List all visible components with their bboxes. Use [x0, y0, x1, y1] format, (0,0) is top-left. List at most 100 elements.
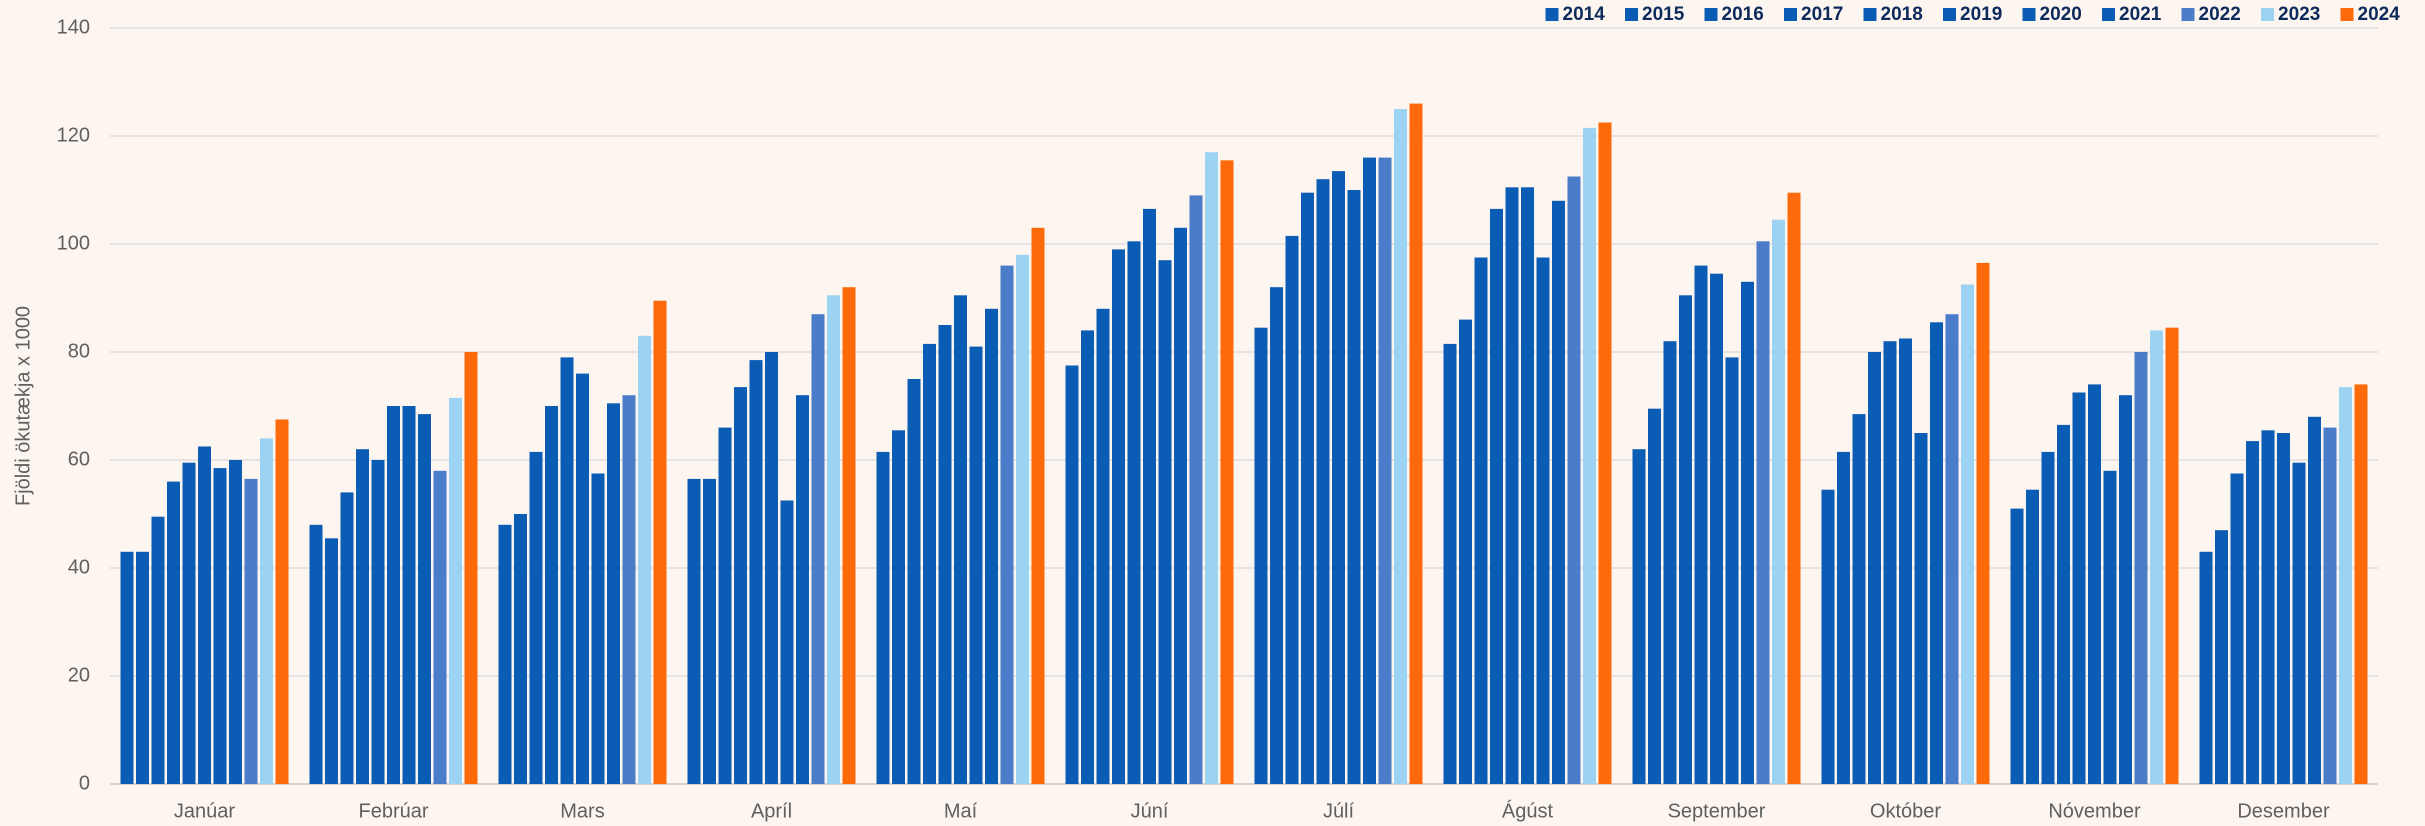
bar: [2277, 433, 2290, 784]
y-tick-label: 60: [68, 448, 90, 470]
bar: [1567, 176, 1581, 784]
bar: [687, 478, 701, 784]
bar: [1409, 103, 1423, 785]
bar: [2119, 395, 2132, 784]
bar: [1536, 257, 1550, 784]
bar: [2057, 424, 2070, 784]
bar: [1787, 192, 1801, 784]
bar: [1648, 408, 1661, 784]
legend-swatch: [2340, 8, 2354, 21]
bar: [907, 379, 921, 784]
bar: [1347, 190, 1361, 784]
bar: [1096, 308, 1110, 784]
bar: [1598, 122, 1612, 784]
bar: [780, 500, 794, 784]
bar: [244, 478, 258, 784]
bar: [576, 373, 589, 784]
bar: [2230, 473, 2244, 784]
legend-swatch: [2022, 8, 2036, 21]
bar: [1725, 357, 1739, 784]
x-tick-label: Febrúar: [358, 800, 428, 822]
bar: [2134, 352, 2148, 784]
bar: [1961, 284, 1974, 784]
bar: [2354, 384, 2368, 784]
legend-swatch: [1545, 8, 1559, 21]
legend-label: 2020: [2040, 4, 2082, 25]
x-tick-label: Maí: [944, 800, 978, 822]
bar: [607, 403, 620, 784]
bar: [464, 352, 478, 784]
legend-label: 2018: [1881, 4, 1923, 25]
bar: [560, 357, 574, 784]
bar: [1914, 433, 1928, 784]
bar: [529, 451, 543, 784]
bar: [1756, 241, 1770, 785]
bar: [876, 451, 890, 784]
bar: [1112, 249, 1125, 784]
y-tick-label: 140: [57, 16, 90, 38]
bar: [827, 295, 840, 784]
bar: [1254, 327, 1268, 784]
bar: [2010, 508, 2024, 784]
bar: [136, 551, 149, 784]
x-tick-label: Mars: [560, 800, 604, 822]
x-tick-label: Júní: [1131, 800, 1169, 822]
bar: [182, 462, 196, 784]
bar: [1158, 260, 1172, 784]
legend-label: 2014: [1563, 4, 1606, 25]
bar: [622, 395, 636, 784]
bar: [954, 295, 967, 784]
y-tick-label: 20: [68, 664, 90, 686]
legend-swatch: [1784, 8, 1797, 21]
bar: [1521, 187, 1534, 785]
bar: [260, 438, 273, 784]
bar: [2199, 551, 2213, 784]
bar: [985, 308, 998, 784]
legend-label: 2019: [1960, 4, 2002, 25]
legend-label: 2021: [2119, 4, 2162, 25]
bar: [1899, 338, 1912, 784]
y-tick-label: 0: [79, 772, 90, 794]
bar: [811, 314, 825, 784]
legend-swatch: [1625, 8, 1638, 21]
x-tick-label: Júlí: [1323, 800, 1355, 822]
bar: [1930, 322, 1943, 784]
bar: [1316, 179, 1330, 784]
bar: [120, 551, 134, 784]
bar: [1632, 449, 1646, 784]
bar: [938, 325, 952, 784]
bar: [449, 397, 462, 784]
bar: [1378, 157, 1392, 785]
bar: [433, 470, 447, 784]
bar: [2323, 427, 2337, 784]
bar: [309, 524, 323, 784]
bar: [2246, 441, 2259, 784]
bar: [1031, 227, 1045, 785]
bar: [2103, 470, 2117, 784]
bar: [2292, 462, 2306, 784]
bar: [1000, 265, 1014, 785]
legend-label: 2017: [1801, 4, 1843, 25]
bar: [1301, 192, 1314, 784]
bar: [749, 360, 763, 784]
bar: [638, 335, 651, 784]
bar: [1883, 341, 1897, 784]
x-tick-label: Ágúst: [1502, 799, 1554, 822]
bar: [1363, 157, 1376, 785]
bar: [325, 538, 338, 784]
bar: [2165, 327, 2179, 784]
bar: [1459, 319, 1472, 784]
bar: [387, 406, 400, 784]
bar: [356, 449, 369, 784]
y-tick-label: 40: [68, 556, 90, 578]
bar: [2261, 430, 2275, 784]
x-tick-label: September: [1668, 800, 1766, 822]
bar: [923, 343, 936, 784]
bar: [1016, 254, 1029, 785]
legend-swatch: [2261, 8, 2274, 21]
legend-label: 2016: [1722, 4, 1764, 25]
bar: [1220, 160, 1234, 785]
bar: [591, 473, 605, 784]
legend-swatch: [2102, 8, 2115, 21]
